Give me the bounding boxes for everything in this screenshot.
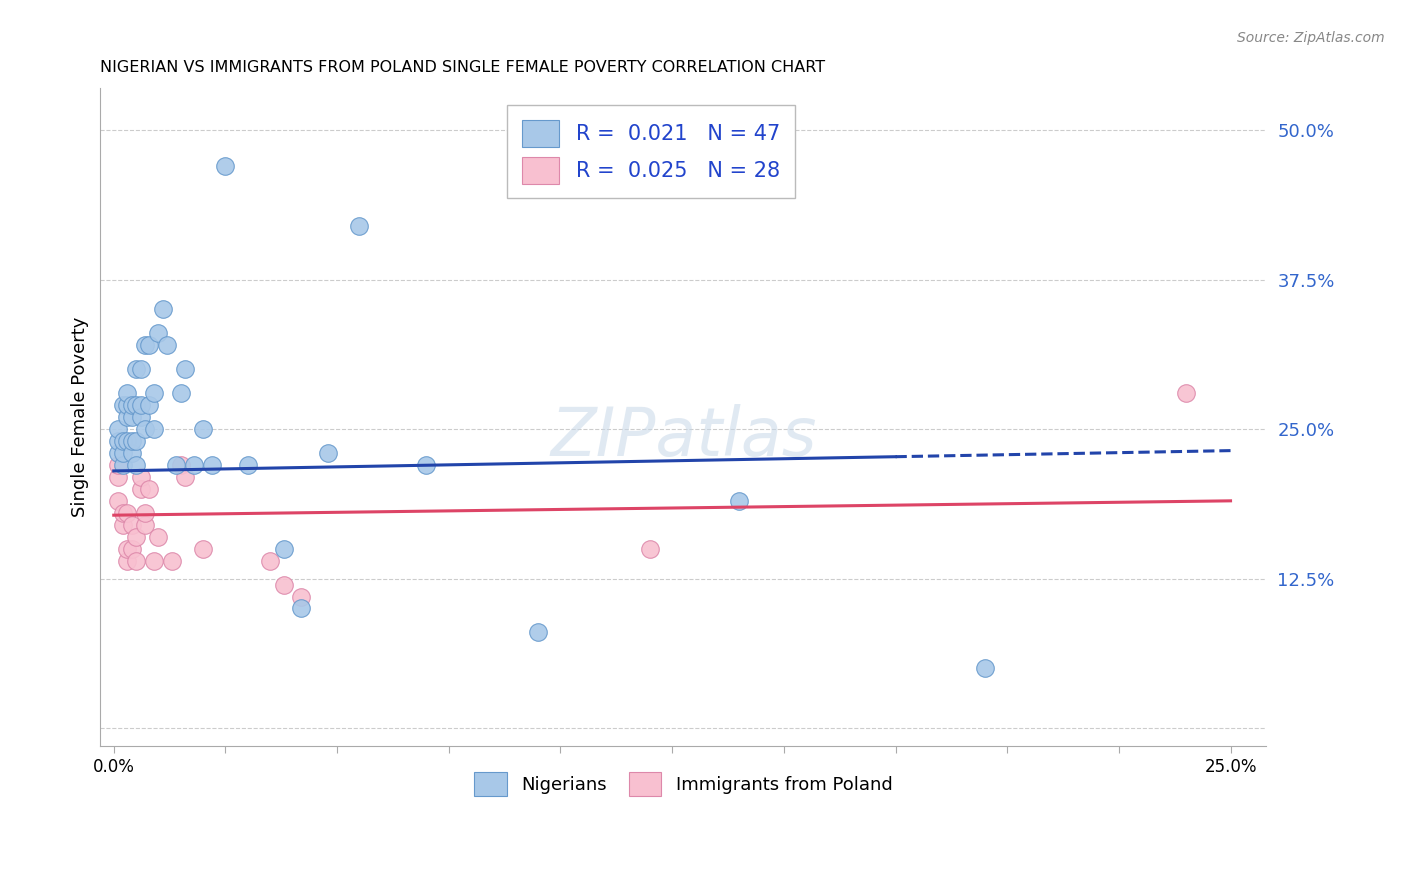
Point [129, 410, 152, 425]
Point [1174, 386, 1197, 401]
Point [349, 219, 371, 233]
Point [107, 434, 129, 448]
Point [152, 302, 174, 317]
Point [174, 362, 197, 376]
Point [165, 458, 187, 472]
Point [115, 410, 138, 425]
Point [142, 386, 165, 401]
Point [115, 506, 138, 520]
Point [290, 590, 312, 604]
Point [107, 446, 129, 460]
Point [107, 470, 129, 484]
Point [236, 458, 259, 472]
Point [121, 446, 143, 460]
Point [138, 482, 160, 496]
Point [125, 530, 148, 544]
Point [638, 541, 661, 556]
Point [111, 446, 134, 460]
Point [415, 458, 437, 472]
Point [316, 446, 339, 460]
Legend: Nigerians, Immigrants from Poland: Nigerians, Immigrants from Poland [467, 765, 900, 803]
Point [115, 398, 138, 412]
Point [138, 338, 160, 352]
Text: ZIPatlas: ZIPatlas [550, 404, 817, 470]
Point [107, 493, 129, 508]
Point [148, 530, 170, 544]
Point [134, 338, 156, 352]
Point [191, 422, 214, 436]
Point [973, 661, 995, 675]
Point [111, 458, 134, 472]
Point [138, 398, 160, 412]
Y-axis label: Single Female Poverty: Single Female Poverty [72, 317, 89, 517]
Point [160, 554, 183, 568]
Point [129, 398, 152, 412]
Point [111, 506, 134, 520]
Point [121, 410, 143, 425]
Point [107, 422, 129, 436]
Point [125, 458, 148, 472]
Point [111, 434, 134, 448]
Point [121, 398, 143, 412]
Point [115, 434, 138, 448]
Point [111, 517, 134, 532]
Point [201, 458, 224, 472]
Point [214, 159, 236, 173]
Text: Source: ZipAtlas.com: Source: ZipAtlas.com [1237, 31, 1385, 45]
Point [134, 517, 156, 532]
Point [125, 362, 148, 376]
Point [527, 625, 550, 640]
Point [125, 554, 148, 568]
Point [115, 386, 138, 401]
Point [121, 517, 143, 532]
Point [142, 422, 165, 436]
Point [129, 362, 152, 376]
Point [170, 458, 193, 472]
Point [125, 434, 148, 448]
Point [174, 470, 197, 484]
Point [183, 458, 205, 472]
Point [134, 422, 156, 436]
Point [115, 541, 138, 556]
Point [156, 338, 179, 352]
Point [273, 577, 295, 591]
Point [142, 554, 165, 568]
Point [129, 482, 152, 496]
Point [111, 398, 134, 412]
Point [107, 458, 129, 472]
Point [148, 326, 170, 341]
Point [728, 493, 751, 508]
Text: NIGERIAN VS IMMIGRANTS FROM POLAND SINGLE FEMALE POVERTY CORRELATION CHART: NIGERIAN VS IMMIGRANTS FROM POLAND SINGL… [100, 60, 825, 75]
Point [259, 554, 281, 568]
Point [170, 386, 193, 401]
Point [290, 601, 312, 615]
Point [273, 541, 295, 556]
Point [134, 506, 156, 520]
Point [129, 470, 152, 484]
Point [191, 541, 214, 556]
Point [125, 398, 148, 412]
Point [121, 434, 143, 448]
Point [121, 541, 143, 556]
Point [115, 554, 138, 568]
